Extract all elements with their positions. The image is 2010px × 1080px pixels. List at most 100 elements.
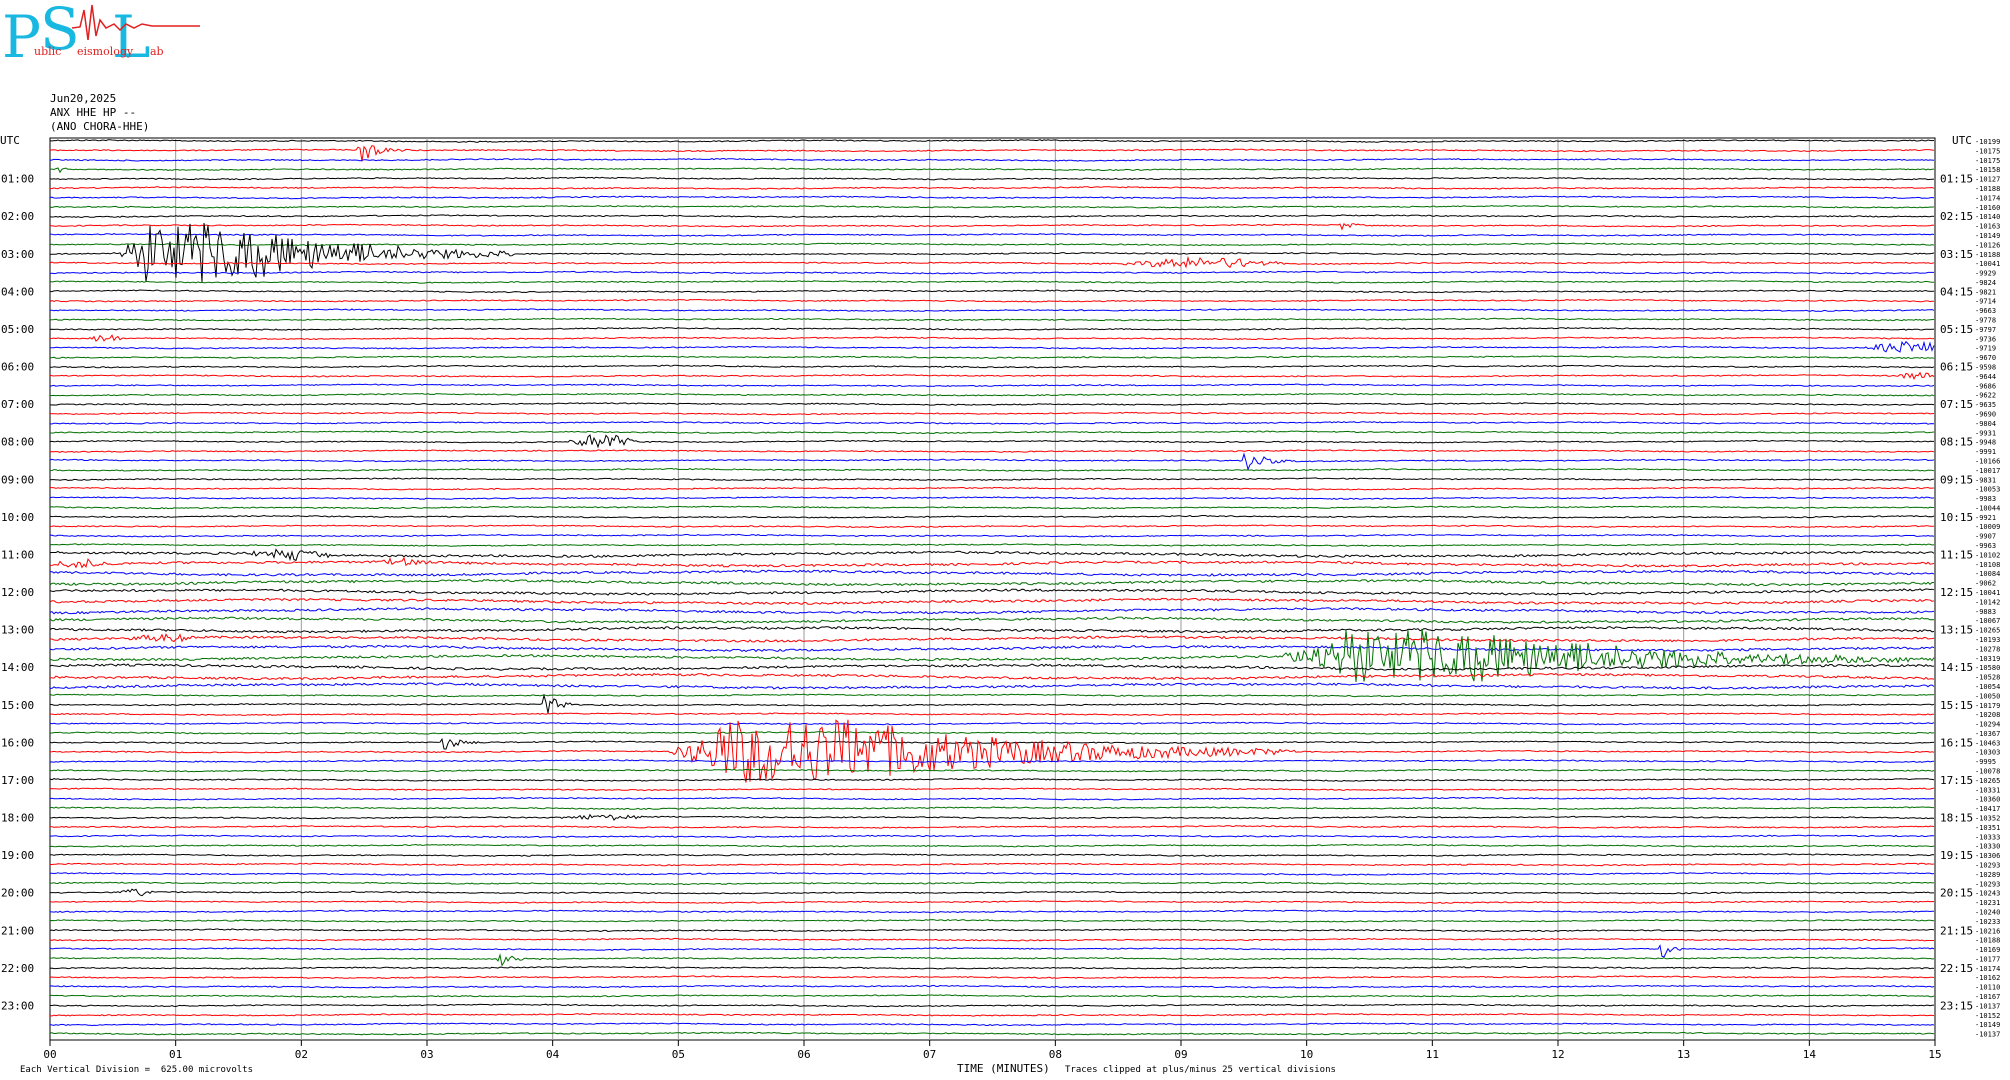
row-offset-label: -9797 xyxy=(1975,326,1996,334)
trace-line xyxy=(50,430,1935,435)
row-offset-label: -9714 xyxy=(1975,298,1996,306)
row-offset-label: -10110 xyxy=(1975,984,2000,992)
row-offset-label: -10054 xyxy=(1975,683,2000,691)
row-offset-label: -9062 xyxy=(1975,580,1996,588)
hour-label-left: 05:00 xyxy=(1,323,34,336)
row-offset-label: -10137 xyxy=(1975,1002,2000,1010)
row-offset-label: -10417 xyxy=(1975,805,2000,813)
row-offset-label: -10127 xyxy=(1975,176,2000,184)
logo-letter-s: S xyxy=(40,0,80,63)
plot-frame xyxy=(49,137,1936,1041)
x-tick-label: 15 xyxy=(1928,1048,1941,1061)
hour-label-left: 04:00 xyxy=(1,285,34,298)
trace-line xyxy=(49,355,1935,359)
logo-letter-l: L xyxy=(112,3,151,71)
header-station: ANX HHE HP -- xyxy=(50,106,137,119)
row-offset-label: -9686 xyxy=(1975,382,1996,390)
row-offset-label: -10137 xyxy=(1975,1031,2000,1039)
row-offset-label: -10193 xyxy=(1975,636,2000,644)
hour-label-right: 19:15 xyxy=(1940,849,1973,862)
hour-label-right: 06:15 xyxy=(1940,361,1973,374)
trace-line xyxy=(50,1003,1935,1008)
trace-line xyxy=(49,607,1935,615)
row-offset-label: -10360 xyxy=(1975,796,2000,804)
row-offset-label: -9883 xyxy=(1975,608,1996,616)
trace-line xyxy=(49,524,1934,529)
trace-line xyxy=(49,514,1935,519)
row-offset-label: -10067 xyxy=(1975,617,2000,625)
row-offset-label: -10319 xyxy=(1975,655,2000,663)
trace-line xyxy=(49,721,1935,726)
trace-line xyxy=(49,270,1934,275)
hour-label-right: 05:15 xyxy=(1940,323,1973,336)
trace-line xyxy=(49,452,1935,471)
hour-label-right: 08:15 xyxy=(1940,436,1973,449)
hour-label-right: 18:15 xyxy=(1940,812,1973,825)
row-offset-label: -10177 xyxy=(1975,955,2000,963)
hour-label-left: 21:00 xyxy=(1,924,34,937)
row-offset-label: -10174 xyxy=(1975,965,2000,973)
trace-line xyxy=(49,853,1935,857)
row-offset-label: -9824 xyxy=(1975,279,1996,287)
hour-label-right: 16:15 xyxy=(1940,736,1973,749)
row-offset-label: -9635 xyxy=(1975,401,1996,409)
trace-line xyxy=(49,984,1935,989)
row-offset-label: -10078 xyxy=(1975,768,2000,776)
row-offset-label: -9670 xyxy=(1975,354,1996,362)
trace-line xyxy=(49,383,1935,388)
trace-line xyxy=(49,778,1935,782)
trace-line xyxy=(49,900,1935,904)
row-offset-label: -10208 xyxy=(1975,711,2000,719)
clip-note: Traces clipped at plus/minus 25 vertical… xyxy=(1065,1065,1336,1075)
trace-line xyxy=(49,449,1935,453)
trace-line xyxy=(49,965,1935,970)
row-offset-label: -10351 xyxy=(1975,824,2000,832)
hour-label-right: 02:15 xyxy=(1940,210,1973,223)
trace-line xyxy=(49,467,1935,472)
row-offset-label: -9690 xyxy=(1975,410,1996,418)
hour-label-left: 18:00 xyxy=(1,812,34,825)
row-offset-label: -10160 xyxy=(1975,204,2000,212)
header-date: Jun20,2025 xyxy=(50,92,117,105)
trace-line xyxy=(50,633,1935,643)
row-offset-label: -10278 xyxy=(1975,645,2000,653)
row-offset-label: -10169 xyxy=(1975,946,2000,954)
logo-text-ab: ab xyxy=(150,45,164,58)
hour-label-right: 14:15 xyxy=(1940,661,1973,674)
row-offset-label: -10163 xyxy=(1975,223,2000,231)
row-offset-label: -9736 xyxy=(1975,335,1996,343)
trace-line xyxy=(49,944,1935,958)
hour-label-left: 22:00 xyxy=(1,962,34,975)
trace-line xyxy=(49,616,1935,624)
trace-line xyxy=(49,214,1935,219)
trace-line xyxy=(49,888,1934,897)
row-offset-label: -9963 xyxy=(1975,542,1996,550)
x-tick-label: 01 xyxy=(169,1048,182,1061)
row-offset-label: -10084 xyxy=(1975,570,2000,578)
trace-line xyxy=(49,1012,1935,1017)
trace-line xyxy=(49,139,1935,143)
x-tick-label: 13 xyxy=(1677,1048,1690,1061)
x-tick-label: 00 xyxy=(43,1048,56,1061)
row-offset-label: -10240 xyxy=(1975,908,2000,916)
x-tick-label: 09 xyxy=(1174,1048,1187,1061)
trace-line xyxy=(49,597,1935,606)
hour-label-left: 13:00 xyxy=(1,624,34,637)
trace-line xyxy=(49,796,1935,801)
row-offset-label: -10265 xyxy=(1975,777,2000,785)
row-offset-label: -9821 xyxy=(1975,288,1996,296)
trace-line xyxy=(50,881,1934,886)
x-axis-title: TIME (MINUTES) xyxy=(957,1062,1050,1075)
hour-label-left: 17:00 xyxy=(1,774,34,787)
row-offset-label: -9804 xyxy=(1975,420,1996,428)
row-offset-label: -10289 xyxy=(1975,871,2000,879)
row-offset-label: -9921 xyxy=(1975,514,1996,522)
trace-line xyxy=(49,644,1935,653)
trace-line xyxy=(49,626,1935,634)
row-offset-label: -10140 xyxy=(1975,213,2000,221)
trace-line xyxy=(49,731,1935,735)
trace-line xyxy=(50,186,1935,190)
trace-line xyxy=(49,298,1935,303)
trace-line xyxy=(50,909,1935,914)
hour-label-right: 07:15 xyxy=(1940,398,1973,411)
